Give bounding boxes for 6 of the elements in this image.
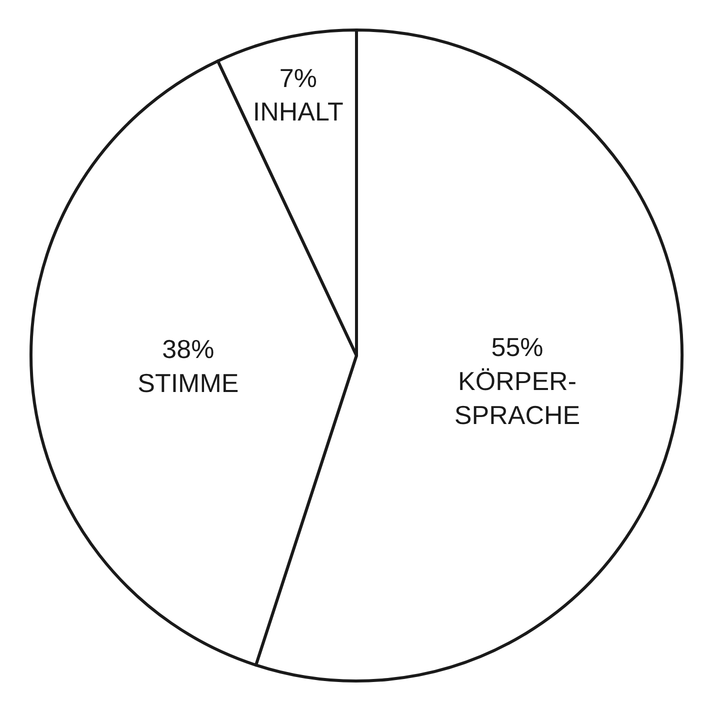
data-label: 38%: [162, 334, 214, 364]
slice-label: INHALT: [252, 96, 344, 127]
slice-label: KÖRPER- SPRACHE: [454, 366, 580, 430]
data-label: 7%: [279, 62, 317, 93]
data-label: 55%: [491, 332, 544, 362]
slice-label: STIMME: [138, 368, 239, 398]
